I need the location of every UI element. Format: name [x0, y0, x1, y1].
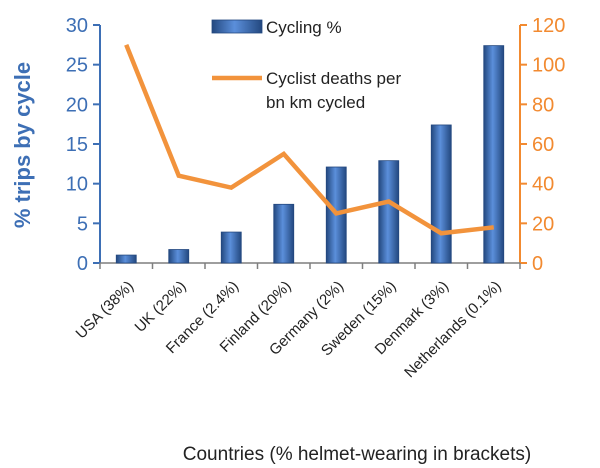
left-tick-label: 0: [77, 253, 88, 275]
right-tick-label: 60: [532, 134, 554, 156]
x-tick-label: USA (38%): [73, 278, 137, 342]
left-tick-label: 10: [66, 174, 88, 196]
legend-label-cycling: Cycling %: [266, 18, 342, 37]
right-tick-label: 120: [532, 15, 565, 37]
legend-label-deaths: Cyclist deaths per: [266, 69, 401, 88]
legend-swatch-cycling: [211, 19, 263, 34]
bar: [115, 254, 137, 264]
left-tick-label: 25: [66, 55, 88, 77]
bar: [168, 249, 190, 264]
bar: [378, 160, 400, 264]
bar: [483, 45, 505, 264]
left-tick-label: 30: [66, 15, 88, 37]
x-axis-label: Countries (% helmet-wearing in brackets): [183, 444, 531, 465]
bar: [273, 203, 295, 264]
left-tick-label: 20: [66, 94, 88, 116]
line-series-deaths: [124, 43, 495, 236]
right-tick-label: 20: [532, 213, 554, 235]
legend-label-deaths: bn km cycled: [266, 93, 365, 112]
right-tick-label: 80: [532, 94, 554, 116]
right-tick-label: 0: [532, 253, 543, 275]
left-tick-label: 15: [66, 134, 88, 156]
y-axis-label: % trips by cycle: [10, 62, 35, 228]
left-tick-label: 5: [77, 213, 88, 235]
right-tick-label: 100: [532, 55, 565, 77]
right-tick-label: 40: [532, 174, 554, 196]
x-tick-label: Netherlands (0.1%): [401, 278, 504, 381]
bar: [220, 231, 242, 264]
bar: [430, 124, 452, 264]
